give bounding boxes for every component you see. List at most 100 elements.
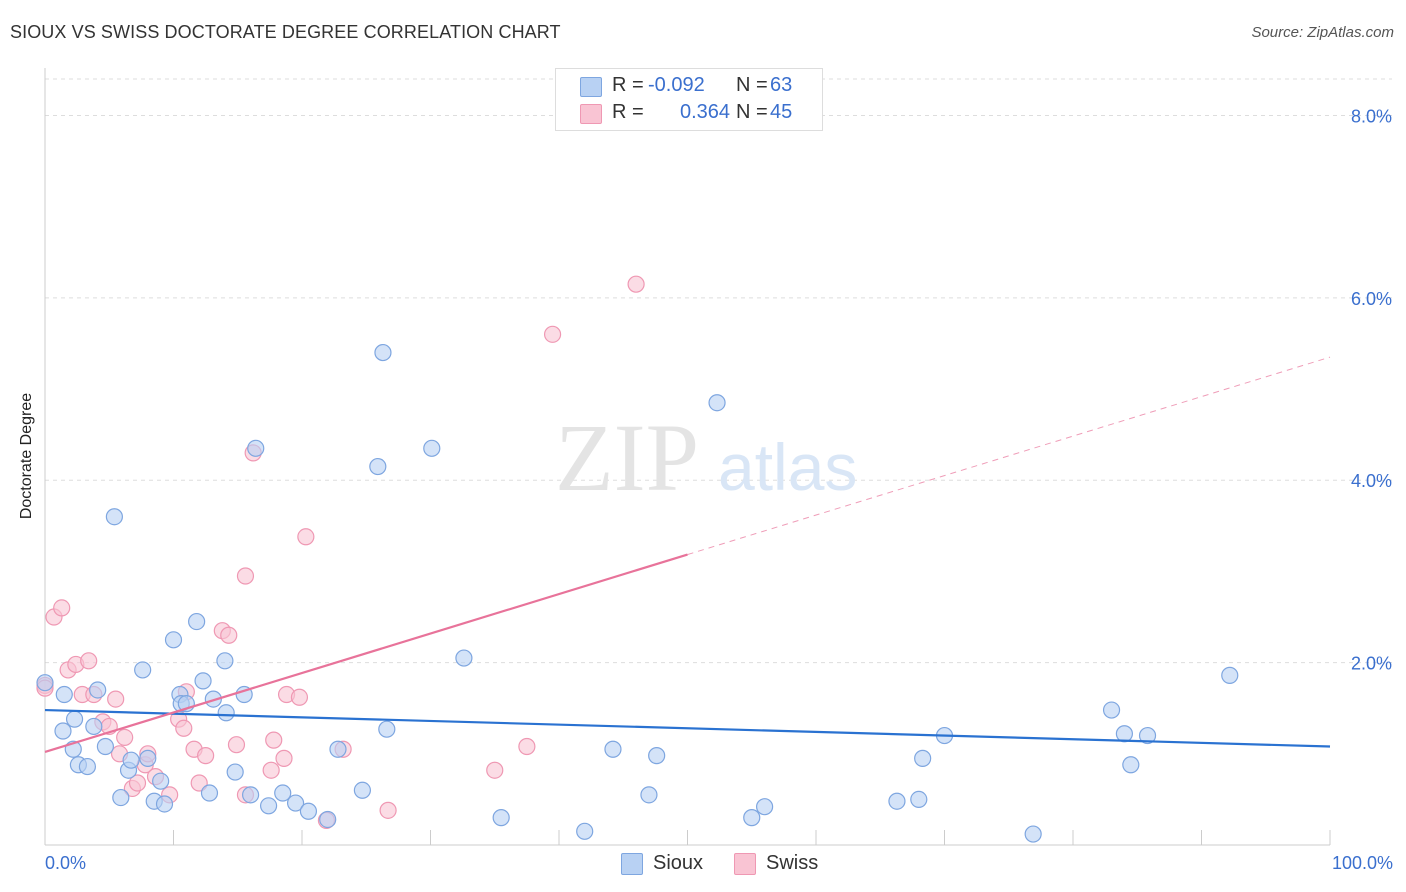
swiss-point xyxy=(197,747,215,765)
n-label: N = xyxy=(736,74,768,96)
tick-labels: 2.0% 4.0% 6.0% 8.0% 0.0% 100.0% xyxy=(45,106,1393,873)
sioux-point xyxy=(155,795,174,813)
watermark-atlas: atlas xyxy=(718,430,857,504)
swiss-point xyxy=(627,275,645,293)
trend-lines xyxy=(44,356,1331,754)
chart-title: SIOUX VS SWISS DOCTORATE DEGREE CORRELAT… xyxy=(10,22,561,42)
sioux-point xyxy=(122,751,140,769)
sioux-point xyxy=(242,786,260,804)
sioux-point xyxy=(216,652,234,670)
swiss-point xyxy=(290,688,309,706)
swiss-swatch xyxy=(580,104,602,124)
swiss-point xyxy=(227,736,246,754)
sioux-point xyxy=(455,649,473,667)
sioux-point xyxy=(648,747,666,765)
swiss-point xyxy=(220,626,238,644)
sioux-point xyxy=(378,720,396,738)
swiss-point xyxy=(275,749,293,767)
swiss-trend-line-extrapolated xyxy=(687,356,1331,556)
r-label: R = xyxy=(612,74,644,96)
sioux-point xyxy=(423,439,441,457)
sioux-point xyxy=(200,784,219,802)
swiss-point xyxy=(53,599,71,617)
swiss-n-value: 45 xyxy=(770,101,793,123)
swiss-point xyxy=(518,737,536,756)
sioux-point xyxy=(1138,726,1157,745)
sioux-point xyxy=(65,710,84,728)
swiss-point xyxy=(80,652,98,670)
sioux-point xyxy=(1221,666,1239,684)
sioux-point xyxy=(164,631,183,649)
sioux-point xyxy=(914,749,932,767)
sioux-legend-label: Sioux xyxy=(653,852,704,874)
sioux-point xyxy=(604,740,622,758)
swiss-trend-line xyxy=(44,553,688,754)
sioux-point xyxy=(247,439,265,457)
source-credit: Source: ZipAtlas.com xyxy=(1251,24,1394,41)
sioux-point xyxy=(1024,825,1042,843)
sioux-point xyxy=(259,797,278,815)
sioux-point xyxy=(286,794,305,812)
sioux-point xyxy=(217,704,235,722)
sioux-point xyxy=(353,781,371,799)
y-tick-label: 4.0% xyxy=(1351,471,1392,491)
sioux-point xyxy=(319,810,337,829)
sioux-point xyxy=(329,740,347,758)
axes xyxy=(44,68,1331,846)
sioux-point xyxy=(708,394,726,412)
x-tick-label-min: 0.0% xyxy=(45,853,86,873)
swiss-point xyxy=(128,774,147,792)
sioux-point xyxy=(194,672,212,690)
swiss-point xyxy=(236,567,255,585)
sioux-point xyxy=(492,809,510,827)
sioux-r-value: -0.092 xyxy=(648,74,705,96)
swiss-point xyxy=(486,761,504,779)
sioux-point xyxy=(204,690,222,708)
sioux-point xyxy=(54,722,72,740)
y-tick-label: 6.0% xyxy=(1351,289,1392,309)
swiss-point xyxy=(190,774,208,792)
sioux-point xyxy=(910,790,928,809)
sioux-n-value: 63 xyxy=(770,74,793,96)
sioux-point xyxy=(78,757,97,776)
sioux-swatch xyxy=(580,77,602,97)
sioux-point xyxy=(374,343,392,362)
sioux-point xyxy=(134,661,152,679)
sioux-point xyxy=(1102,701,1121,719)
sioux-point xyxy=(576,822,594,840)
correlation-legend: R = -0.092 N = 63 R = 0.364 N = 45 xyxy=(555,68,823,131)
sioux-point xyxy=(640,786,658,804)
sioux-point xyxy=(188,612,206,631)
sioux-legend-swatch xyxy=(621,853,643,875)
sioux-point xyxy=(112,788,130,807)
sioux-point xyxy=(36,674,54,692)
sioux-point xyxy=(105,508,123,526)
sioux-point xyxy=(1115,725,1134,743)
swiss-point xyxy=(379,801,397,819)
y-tick-label: 8.0% xyxy=(1351,106,1392,126)
sioux-point xyxy=(89,681,107,699)
swiss-point xyxy=(265,731,283,749)
sioux-point xyxy=(369,457,387,476)
swiss-point xyxy=(297,528,315,546)
swiss-point xyxy=(543,325,562,343)
data-points xyxy=(36,275,1239,843)
sioux-point xyxy=(274,784,292,802)
sioux-point xyxy=(139,749,157,767)
swiss-r-value: 0.364 xyxy=(680,101,731,123)
sioux-point xyxy=(299,802,318,820)
sioux-point xyxy=(226,763,244,781)
sioux-point xyxy=(152,772,170,790)
sioux-point xyxy=(96,737,114,756)
swiss-point xyxy=(175,719,193,737)
sioux-point xyxy=(1122,756,1140,774)
sioux-point xyxy=(55,685,73,704)
swiss-legend-label: Swiss xyxy=(766,852,819,874)
n-label: N = xyxy=(736,101,768,123)
swiss-point xyxy=(116,728,134,746)
watermark-zip: ZIP xyxy=(555,404,699,511)
sioux-point xyxy=(888,792,906,810)
r-label: R = xyxy=(612,101,644,123)
swiss-legend-swatch xyxy=(734,853,756,875)
